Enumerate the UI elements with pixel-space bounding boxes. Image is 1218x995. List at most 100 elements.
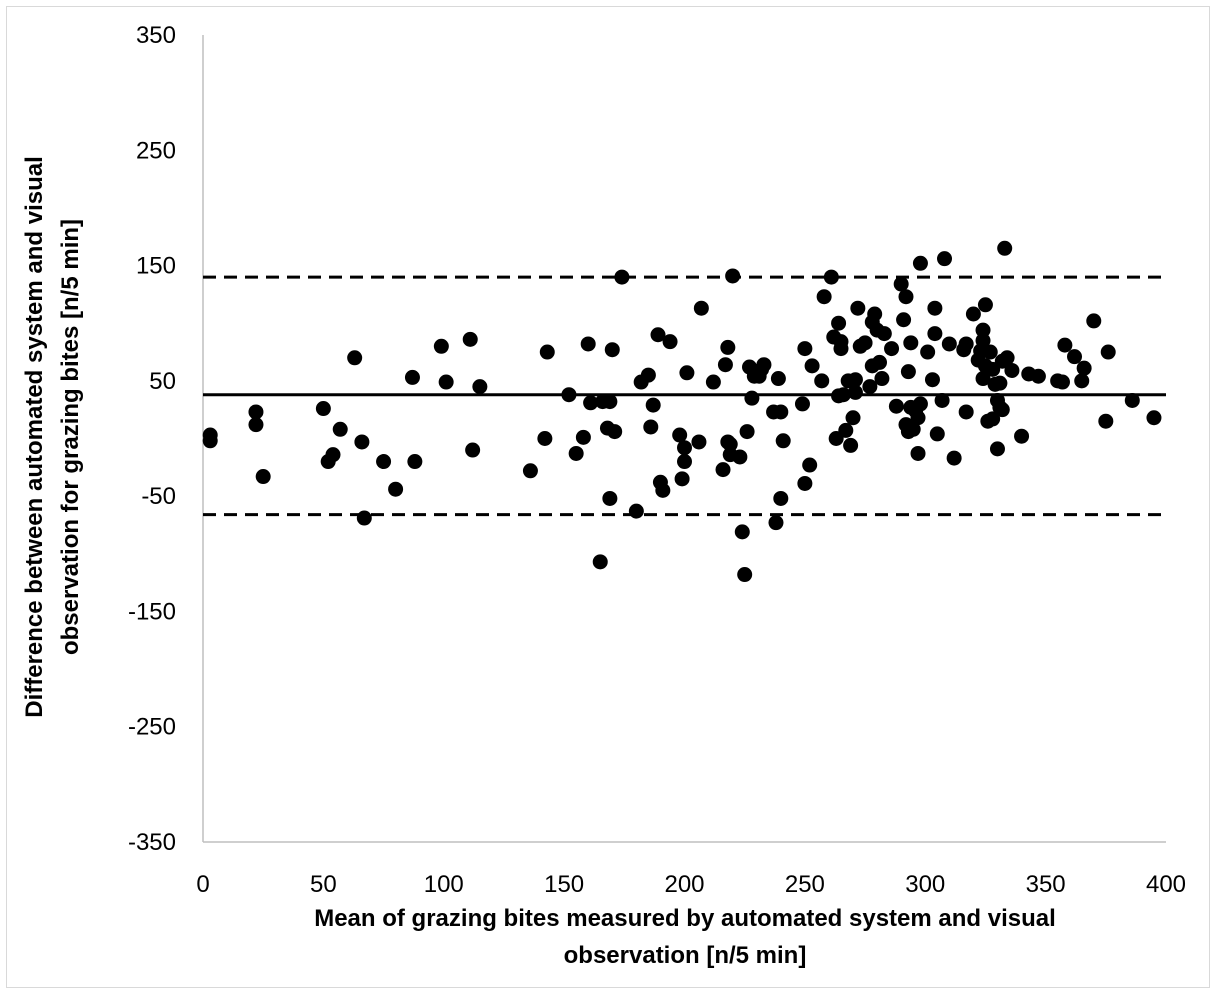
data-point: [722, 436, 738, 452]
data-point: [315, 401, 331, 417]
data-point: [888, 398, 904, 414]
data-point: [946, 450, 962, 466]
data-point: [804, 358, 820, 374]
y-tick-label: 250: [136, 137, 176, 164]
data-point: [691, 434, 707, 450]
data-point: [1076, 360, 1092, 376]
data-point: [739, 424, 755, 440]
data-point: [977, 297, 993, 313]
data-point: [732, 449, 748, 465]
data-point: [975, 333, 991, 349]
data-point: [715, 462, 731, 478]
data-point: [592, 554, 608, 570]
data-point: [898, 289, 914, 305]
data-point: [404, 369, 420, 385]
data-point: [814, 373, 830, 389]
x-tick-label: 350: [1026, 871, 1066, 898]
data-point: [693, 300, 709, 316]
plot-layer: [202, 35, 1166, 843]
data-point: [347, 350, 363, 366]
data-point: [388, 481, 404, 497]
y-tick-label: -50: [141, 483, 176, 510]
data-point: [903, 335, 919, 351]
data-point: [255, 469, 271, 485]
x-axis-title-line-1: Mean of grazing bites measured by automa…: [314, 905, 1056, 932]
x-tick-label: 150: [544, 871, 584, 898]
y-tick-label: -350: [128, 829, 176, 856]
data-point: [845, 410, 861, 426]
data-point: [607, 424, 623, 440]
data-point: [643, 419, 659, 435]
data-point: [905, 421, 921, 437]
data-point: [867, 306, 883, 322]
data-point: [958, 336, 974, 352]
data-point: [835, 387, 851, 403]
x-tick-label: 50: [310, 871, 337, 898]
data-point: [941, 336, 957, 352]
data-point: [356, 510, 372, 526]
data-point: [768, 515, 784, 531]
data-point: [831, 315, 847, 331]
data-point: [438, 374, 454, 390]
data-point: [910, 410, 926, 426]
data-point: [650, 327, 666, 343]
data-point: [838, 422, 854, 438]
data-point: [462, 331, 478, 347]
data-point: [1074, 373, 1090, 389]
data-point: [816, 289, 832, 305]
data-point: [376, 454, 392, 470]
data-point: [1030, 368, 1046, 384]
data-point: [645, 397, 661, 413]
data-point: [522, 463, 538, 479]
data-point: [770, 371, 786, 387]
data-point: [202, 433, 218, 449]
data-point: [1100, 344, 1116, 360]
x-tick-label: 0: [196, 871, 209, 898]
data-point: [465, 442, 481, 458]
data-point: [614, 269, 630, 285]
data-point: [912, 255, 928, 271]
data-point: [794, 396, 810, 412]
data-point: [775, 433, 791, 449]
data-point: [561, 387, 577, 403]
data-point: [705, 374, 721, 390]
data-point: [900, 364, 916, 380]
data-point: [997, 240, 1013, 256]
data-point: [893, 276, 909, 292]
data-point: [325, 447, 341, 463]
data-point: [737, 567, 753, 583]
data-point: [628, 503, 644, 519]
data-point: [773, 404, 789, 420]
data-point: [876, 326, 892, 342]
data-point: [937, 251, 953, 267]
data-point: [332, 421, 348, 437]
data-point: [662, 334, 678, 350]
data-point: [756, 357, 772, 373]
data-point: [843, 437, 859, 453]
data-point: [912, 396, 928, 412]
data-point: [985, 411, 1001, 427]
data-point: [934, 392, 950, 408]
data-point: [802, 457, 818, 473]
data-point: [744, 390, 760, 406]
data-point: [433, 338, 449, 354]
data-point: [655, 482, 671, 498]
data-point: [992, 375, 1008, 391]
data-point: [604, 342, 620, 358]
data-point: [884, 341, 900, 357]
data-point: [896, 312, 912, 328]
data-point: [927, 326, 943, 342]
data-point: [472, 379, 488, 395]
x-tick-label: 200: [664, 871, 704, 898]
data-point: [1146, 410, 1162, 426]
data-point: [965, 306, 981, 322]
data-point: [929, 426, 945, 442]
data-point: [823, 269, 839, 285]
data-point: [833, 334, 849, 350]
data-point: [862, 379, 878, 395]
data-point: [580, 336, 596, 352]
data-point: [1067, 349, 1083, 365]
data-point: [679, 365, 695, 381]
data-point: [248, 417, 264, 433]
